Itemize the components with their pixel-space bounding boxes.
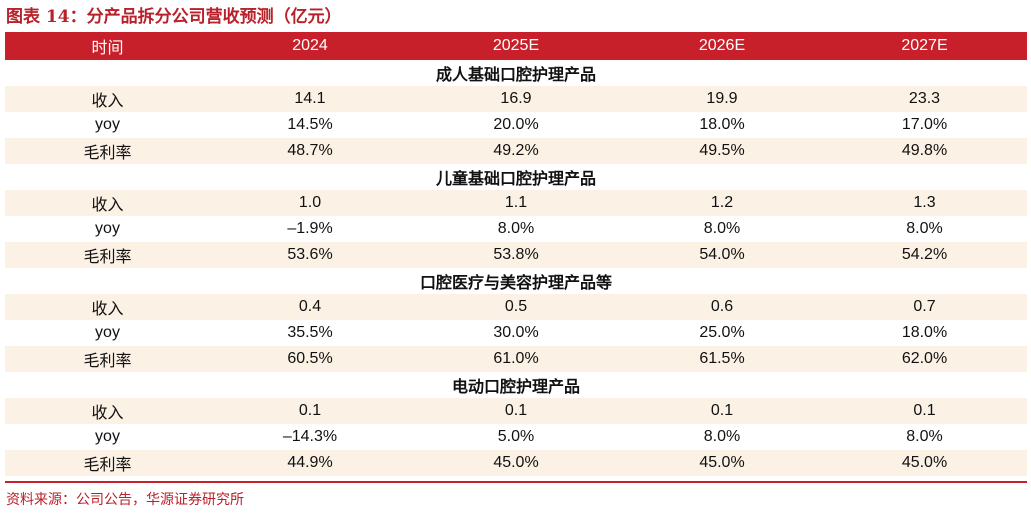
value-cell: 0.7 xyxy=(822,294,1027,320)
table-row: 收入 0.1 0.1 0.1 0.1 xyxy=(5,398,1027,424)
value-cell: 1.3 xyxy=(822,190,1027,216)
value-cell: 8.0% xyxy=(906,428,943,445)
value-cell: 60.5% xyxy=(210,346,410,372)
value-cell: 0.1 xyxy=(210,398,410,424)
value-cell: 8.0% xyxy=(906,220,943,237)
row-label: yoy xyxy=(95,220,120,237)
table-row: yoy –14.3% 5.0% 8.0% 8.0% xyxy=(5,424,1027,450)
header-cell-2027e: 2027E xyxy=(822,32,1027,60)
table-row: yoy 35.5% 30.0% 25.0% 18.0% xyxy=(5,320,1027,346)
value-cell: 0.1 xyxy=(410,398,622,424)
section-title: 成人基础口腔护理产品 xyxy=(5,60,1027,86)
section-title: 口腔医疗与美容护理产品等 xyxy=(5,268,1027,294)
section-header-row: 电动口腔护理产品 xyxy=(5,372,1027,398)
value-cell: 0.4 xyxy=(210,294,410,320)
value-cell: 44.9% xyxy=(210,450,410,476)
value-cell: 45.0% xyxy=(822,450,1027,476)
section-header-row: 成人基础口腔护理产品 xyxy=(5,60,1027,86)
value-cell: 1.2 xyxy=(622,190,822,216)
value-cell: 18.0% xyxy=(901,324,948,341)
row-label: yoy xyxy=(95,428,120,445)
value-cell: 48.7% xyxy=(210,138,410,164)
value-cell: 53.6% xyxy=(210,242,410,268)
header-cell-2025e: 2025E xyxy=(410,32,622,60)
value-cell: 0.1 xyxy=(622,398,822,424)
row-label: 毛利率 xyxy=(5,450,210,476)
header-cell-2024: 2024 xyxy=(210,32,410,60)
value-cell: 45.0% xyxy=(622,450,822,476)
row-label: 毛利率 xyxy=(5,138,210,164)
value-cell: 30.0% xyxy=(493,324,539,341)
table-row: 收入 1.0 1.1 1.2 1.3 xyxy=(5,190,1027,216)
row-label: yoy xyxy=(95,116,120,133)
value-cell: 23.3 xyxy=(822,86,1027,112)
row-label: 毛利率 xyxy=(5,346,210,372)
value-cell: 49.5% xyxy=(622,138,822,164)
value-cell: 19.9 xyxy=(622,86,822,112)
section-title: 电动口腔护理产品 xyxy=(5,372,1027,398)
value-cell: 0.6 xyxy=(622,294,822,320)
section-title: 儿童基础口腔护理产品 xyxy=(5,164,1027,190)
header-cell-period: 时间 xyxy=(5,32,210,60)
table-bottom-rule xyxy=(5,481,1027,483)
table-row: 毛利率 53.6% 53.8% 54.0% 54.2% xyxy=(5,242,1027,268)
table-row: 毛利率 60.5% 61.0% 61.5% 62.0% xyxy=(5,346,1027,372)
value-cell: 62.0% xyxy=(822,346,1027,372)
table-row: yoy 14.5% 20.0% 18.0% 17.0% xyxy=(5,112,1027,138)
value-cell: –1.9% xyxy=(287,220,333,237)
value-cell: 61.0% xyxy=(410,346,622,372)
value-cell: 25.0% xyxy=(699,324,745,341)
table-row: 收入 14.1 16.9 19.9 23.3 xyxy=(5,86,1027,112)
row-label: 毛利率 xyxy=(5,242,210,268)
row-label: 收入 xyxy=(5,86,210,112)
value-cell: 17.0% xyxy=(901,116,948,133)
value-cell: 49.2% xyxy=(410,138,622,164)
value-cell: 8.0% xyxy=(703,220,741,237)
table-body: 成人基础口腔护理产品 收入 14.1 16.9 19.9 23.3 yoy 14.5% 20.0… xyxy=(5,60,1027,476)
value-cell: 18.0% xyxy=(699,116,745,133)
row-label: 收入 xyxy=(5,398,210,424)
value-cell: 8.0% xyxy=(497,220,535,237)
value-cell: 1.0 xyxy=(210,190,410,216)
table-row: yoy –1.9% 8.0% 8.0% 8.0% xyxy=(5,216,1027,242)
value-cell: 20.0% xyxy=(493,116,539,133)
value-cell: 61.5% xyxy=(622,346,822,372)
value-cell: 14.1 xyxy=(210,86,410,112)
forecast-table: 时间 2024 2025E 2026E 2027E 成人基础口腔护理产品 收入 14… xyxy=(5,32,1027,476)
value-cell: 54.0% xyxy=(622,242,822,268)
row-label: yoy xyxy=(95,324,120,341)
value-cell: 0.5 xyxy=(410,294,622,320)
figure-title: 图表 14：分产品拆分公司营收预测（亿元） xyxy=(6,7,342,27)
table-row: 收入 0.4 0.5 0.6 0.7 xyxy=(5,294,1027,320)
section-header-row: 儿童基础口腔护理产品 xyxy=(5,164,1027,190)
row-label: 收入 xyxy=(5,190,210,216)
value-cell: 16.9 xyxy=(410,86,622,112)
value-cell: 45.0% xyxy=(410,450,622,476)
source-note: 资料来源：公司公告，华源证券研究所 xyxy=(6,492,244,508)
value-cell: 1.1 xyxy=(410,190,622,216)
value-cell: 14.5% xyxy=(287,116,333,133)
value-cell: 5.0% xyxy=(497,428,535,445)
table-header-row: 时间 2024 2025E 2026E 2027E xyxy=(5,32,1027,60)
header-cell-2026e: 2026E xyxy=(622,32,822,60)
value-cell: 0.1 xyxy=(822,398,1027,424)
value-cell: 8.0% xyxy=(703,428,741,445)
row-label: 收入 xyxy=(5,294,210,320)
section-header-row: 口腔医疗与美容护理产品等 xyxy=(5,268,1027,294)
table-row: 毛利率 44.9% 45.0% 45.0% 45.0% xyxy=(5,450,1027,476)
value-cell: 35.5% xyxy=(287,324,333,341)
value-cell: 54.2% xyxy=(822,242,1027,268)
value-cell: 49.8% xyxy=(822,138,1027,164)
table-row: 毛利率 48.7% 49.2% 49.5% 49.8% xyxy=(5,138,1027,164)
value-cell: –14.3% xyxy=(282,428,338,445)
value-cell: 53.8% xyxy=(410,242,622,268)
